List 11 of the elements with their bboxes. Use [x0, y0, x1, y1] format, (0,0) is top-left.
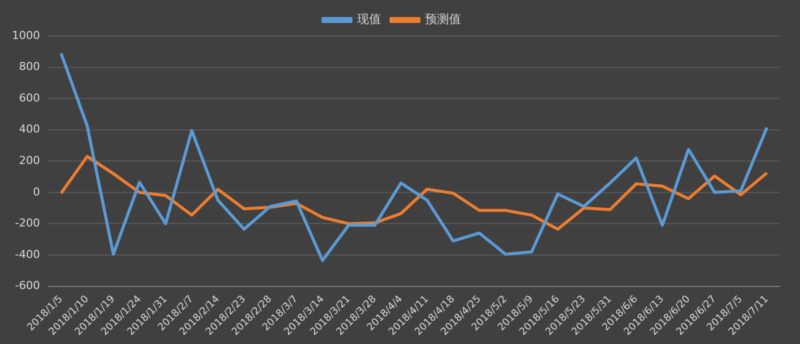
y-tick-label: 0 — [32, 185, 40, 198]
legend-label: 现值 — [357, 12, 381, 26]
y-tick-label: -400 — [15, 248, 40, 261]
y-tick-label: 600 — [18, 91, 40, 104]
y-tick-label: -600 — [15, 279, 40, 292]
y-tick-label: 1000 — [12, 28, 40, 42]
legend-label: 预测值 — [425, 12, 461, 26]
y-tick-label: -200 — [15, 216, 40, 230]
y-tick-label: 800 — [18, 60, 40, 74]
y-tick-label: 400 — [18, 122, 40, 136]
y-tick-label: 200 — [18, 154, 40, 167]
